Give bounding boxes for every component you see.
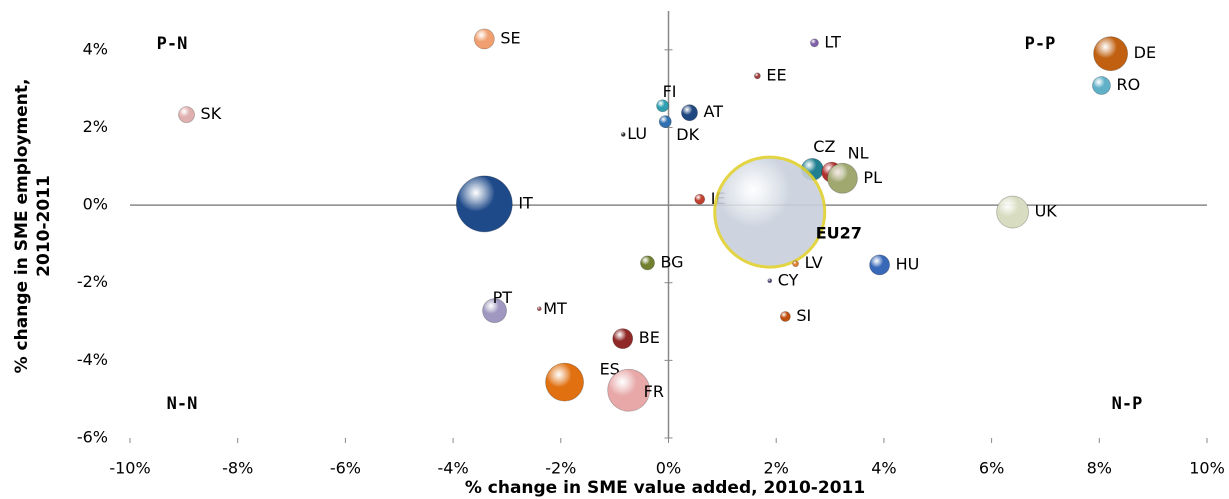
x-tick-label: 10% [1189, 459, 1225, 478]
bubble [713, 155, 827, 269]
bubble [640, 255, 655, 271]
point-label: SK [201, 104, 222, 123]
point-label: DE [1134, 43, 1156, 62]
bubble [1093, 36, 1129, 72]
x-tick-label: 0% [656, 459, 681, 478]
point-label: MT [543, 299, 567, 318]
point-label: NL [848, 144, 869, 163]
bubble [792, 260, 799, 268]
y-tick-label: -4% [77, 350, 108, 369]
y-axis-title: % change in SME employment, 2010-2011 [12, 79, 54, 374]
point-label: UK [1035, 202, 1058, 221]
quadrant-label: P-N [157, 34, 188, 54]
point-label: BE [639, 328, 660, 347]
point-label: LU [627, 124, 647, 143]
point-label: EU27 [816, 224, 862, 243]
bubble [753, 72, 761, 80]
y-tick-label: 0% [83, 195, 108, 214]
point-label: PT [493, 288, 513, 307]
x-tick-label: 2% [764, 459, 789, 478]
bubble [681, 104, 698, 122]
quadrant-label: N-P [1112, 394, 1143, 414]
point-label: DK [676, 125, 699, 144]
bubble [656, 99, 669, 113]
x-tick-label: -2% [545, 459, 576, 478]
point-label: BG [660, 252, 683, 271]
y-axis-title-line: 2010-2011 [34, 175, 54, 277]
y-tick-label: 4% [83, 39, 108, 58]
point-label: CZ [813, 137, 835, 156]
point-label: SI [796, 306, 811, 325]
y-axis-title-line: % change in SME employment, [12, 79, 32, 374]
y-tick-label: -6% [77, 428, 108, 447]
x-tick-label: 8% [1087, 459, 1112, 478]
point-label: RO [1116, 75, 1140, 94]
bubble [827, 162, 858, 194]
quadrant-label: P-P [1025, 34, 1056, 54]
bubble [455, 175, 513, 233]
y-tick-label: -2% [77, 272, 108, 291]
bubble [996, 195, 1030, 229]
x-tick-label: 4% [871, 459, 896, 478]
bubble [178, 106, 195, 124]
x-tick-label: -8% [222, 459, 253, 478]
x-tick-label: -4% [438, 459, 469, 478]
bubble [620, 132, 626, 137]
x-tick-label: -10% [109, 459, 150, 478]
point-label: SE [500, 28, 520, 47]
point-label: PL [863, 168, 882, 187]
bubble [607, 368, 651, 412]
point-label: CY [778, 270, 799, 289]
bubble [545, 362, 584, 402]
point-label: FR [644, 382, 664, 401]
point-label: LV [805, 253, 823, 272]
point-label: IT [518, 193, 533, 212]
bubble [658, 115, 672, 129]
bubble [767, 278, 773, 284]
x-tick-label: -6% [330, 459, 361, 478]
bubble [810, 38, 819, 48]
x-axis-title: % change in SME value added, 2010-2011 [465, 478, 865, 498]
bubble [1092, 76, 1111, 95]
bubble [482, 298, 507, 324]
point-label: EE [766, 65, 786, 84]
point-label: LT [824, 32, 841, 51]
x-tick-label: 6% [979, 459, 1004, 478]
point-label: AT [704, 102, 724, 121]
bubble [536, 306, 542, 312]
bubble [694, 193, 706, 205]
bubble [612, 328, 634, 350]
bubble [473, 28, 495, 50]
quadrant-label: N-N [167, 394, 198, 414]
bubble [869, 254, 890, 276]
point-label: HU [896, 254, 920, 273]
point-label: FI [663, 82, 677, 101]
bubble [779, 311, 791, 322]
point-label: ES [600, 360, 620, 379]
y-tick-label: 2% [83, 117, 108, 136]
